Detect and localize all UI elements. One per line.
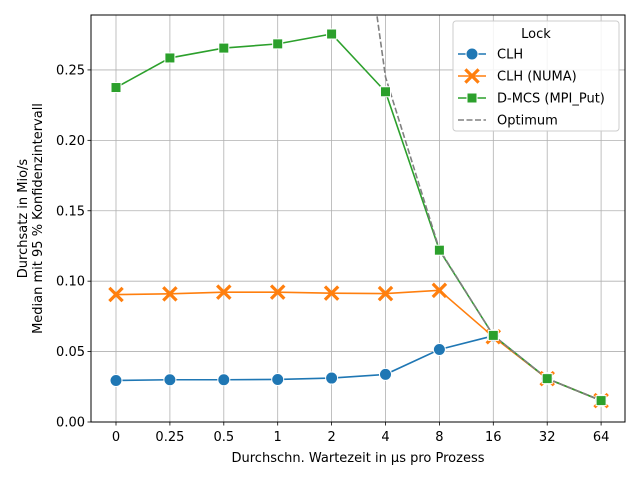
data-point-d-mcs-mpi-put (487, 329, 499, 341)
y-tick-label: 0.05 (56, 345, 85, 360)
legend-label: Optimum (497, 114, 558, 129)
y-tick-label: 0.10 (56, 275, 85, 290)
x-tick-label: 4 (381, 430, 389, 445)
x-marker-stroke (108, 286, 124, 303)
data-point-clh-numa (269, 284, 286, 300)
data-point-clh (163, 373, 177, 387)
x-marker-stroke (464, 68, 480, 84)
data-point-clh (271, 372, 285, 386)
data-point-clh-numa (431, 282, 448, 299)
x-tick-label: 32 (539, 430, 556, 445)
series-markers (108, 28, 609, 409)
series-line-optimum (376, 15, 602, 402)
data-point-d-mcs-mpi-put (164, 52, 176, 64)
data-point-clh-numa (162, 286, 178, 302)
y-tick-label: 0.15 (56, 204, 85, 219)
data-point-d-mcs-mpi-put (541, 373, 553, 385)
x-marker-stroke (216, 284, 232, 300)
legend-swatch-marker (465, 47, 479, 61)
legend-swatch-marker (466, 92, 478, 104)
data-point-clh (217, 373, 231, 387)
data-point-clh (325, 371, 339, 385)
legend: Lock CLH CLH (NUMA) D-MCS (MPI_Put) Optimum (452, 20, 620, 132)
data-point-clh-numa (108, 286, 124, 303)
legend-swatch-marker (464, 68, 480, 84)
x-tick-label: 0 (112, 430, 120, 445)
y-axis-label-line1: Durchsatz in Mio/s (16, 159, 31, 279)
x-marker-stroke (431, 282, 448, 299)
legend-title: Lock (521, 27, 551, 42)
data-point-d-mcs-mpi-put (433, 244, 445, 256)
x-marker-stroke (269, 284, 286, 300)
data-point-clh-numa (377, 285, 394, 302)
legend-box (452, 20, 620, 132)
x-tick-label: 0.5 (213, 430, 234, 445)
data-point-d-mcs-mpi-put (272, 38, 284, 50)
x-tick-label: 2 (327, 430, 335, 445)
data-point-d-mcs-mpi-put (595, 395, 607, 407)
x-tick-label: 1 (274, 430, 282, 445)
y-axis-label-line2: Median mit 95 % Konfidenzintervall (31, 103, 46, 334)
data-point-d-mcs-mpi-put (218, 42, 230, 54)
series-lines (115, 15, 602, 402)
legend-entry-clh-numa: CLH (NUMA) (458, 68, 577, 85)
data-point-d-mcs-mpi-put (380, 86, 391, 98)
series-line-clh-numa (115, 289, 602, 402)
data-point-clh (432, 342, 446, 356)
data-point-clh-numa (216, 284, 232, 300)
y-tick-label: 0.00 (56, 416, 85, 431)
series-line-clh (115, 334, 602, 402)
y-tick-label: 0.20 (56, 134, 85, 149)
legend-label: D-MCS (MPI_Put) (497, 92, 605, 107)
x-ticks: 0 0.25 0.5 1 2 4 8 16 32 64 (112, 422, 610, 445)
data-point-clh (379, 367, 392, 381)
x-marker-stroke (162, 286, 178, 302)
legend-label: CLH (497, 48, 523, 63)
x-tick-label: 16 (485, 430, 502, 445)
x-axis-label: Durchschn. Wartezeit in µs pro Prozess (232, 451, 485, 466)
data-point-clh-numa (323, 285, 340, 301)
x-marker-stroke (377, 285, 394, 302)
legend-entry-d-mcs-mpi-put: D-MCS (MPI_Put) (458, 92, 605, 107)
x-tick-label: 8 (435, 430, 443, 445)
x-tick-label: 64 (593, 430, 610, 445)
plot-frame (90, 14, 626, 423)
y-tick-label: 0.25 (56, 63, 85, 78)
legend-entry-clh: CLH (458, 47, 523, 63)
data-point-clh (109, 373, 123, 387)
x-tick-label: 0.25 (155, 430, 184, 445)
data-point-d-mcs-mpi-put (326, 28, 338, 40)
legend-label: CLH (NUMA) (497, 70, 577, 85)
legend-entry-optimum: Optimum (458, 114, 558, 129)
x-marker-stroke (323, 285, 340, 301)
data-point-d-mcs-mpi-put (110, 82, 122, 94)
y-ticks: 0.00 0.05 0.10 0.15 0.20 0.25 (56, 63, 91, 431)
